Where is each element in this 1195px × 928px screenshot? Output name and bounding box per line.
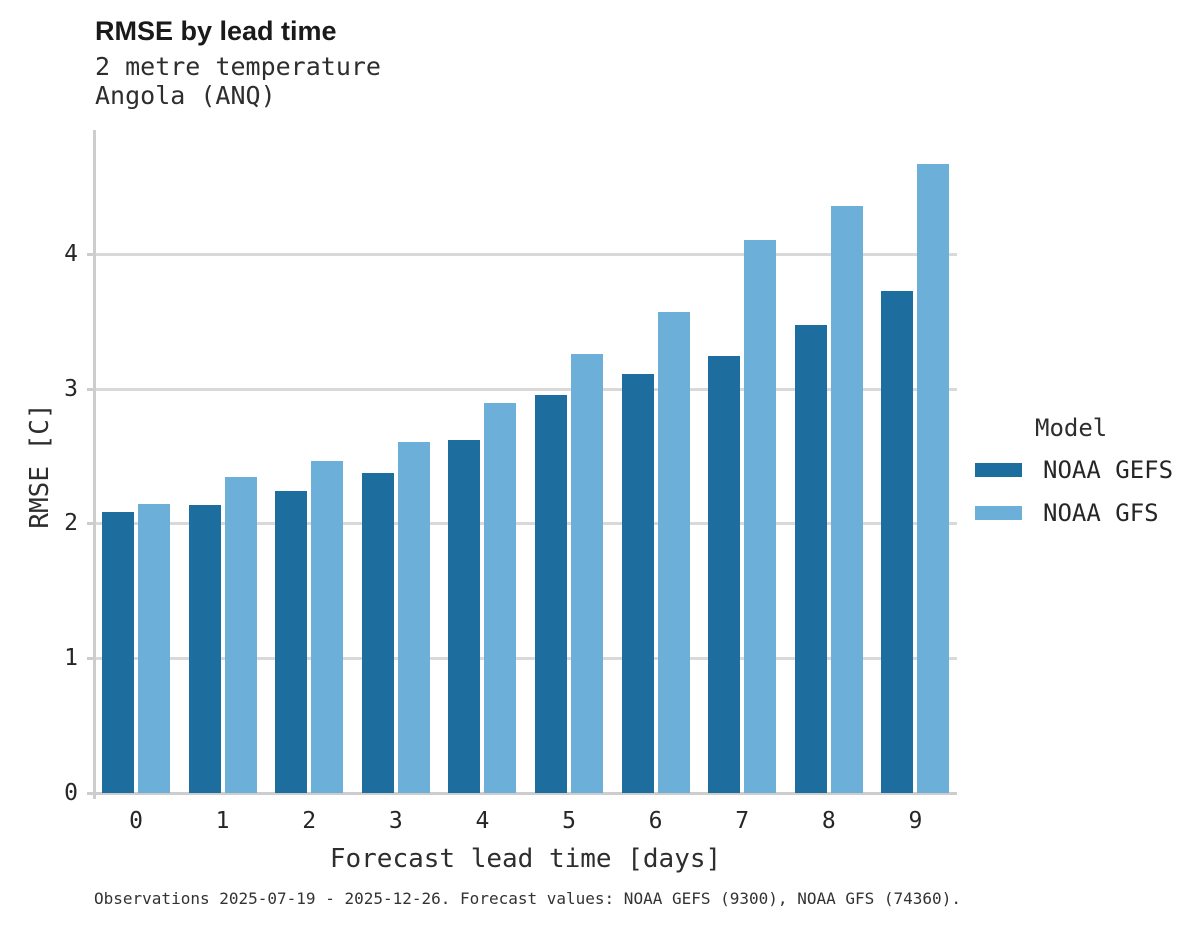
footer-caption: Observations 2025-07-19 - 2025-12-26. Fo… bbox=[94, 889, 961, 908]
y-axis-label: RMSE [C] bbox=[25, 403, 55, 529]
bar-noaa-gfs-day-7 bbox=[744, 239, 777, 793]
legend-swatch-noaa-gefs bbox=[975, 463, 1022, 477]
bar-noaa-gefs-day-3 bbox=[361, 472, 394, 793]
bar-noaa-gefs-day-7 bbox=[708, 355, 741, 793]
y-tick-mark-2 bbox=[87, 522, 94, 526]
x-tick-label-5: 5 bbox=[562, 808, 576, 834]
y-tick-label-3: 3 bbox=[64, 375, 78, 402]
bar-noaa-gfs-day-2 bbox=[311, 460, 344, 793]
x-tick-label-1: 1 bbox=[215, 808, 230, 834]
legend-label: NOAA GFS bbox=[1043, 499, 1159, 527]
x-tick-label-4: 4 bbox=[475, 808, 490, 834]
bar-noaa-gfs-day-4 bbox=[484, 402, 517, 793]
gridline-y-1 bbox=[94, 656, 957, 660]
gridline-y-3 bbox=[94, 387, 957, 391]
bar-noaa-gefs-day-1 bbox=[188, 504, 221, 793]
y-tick-mark-1 bbox=[87, 656, 94, 660]
y-tick-mark-0 bbox=[87, 791, 94, 795]
legend-row-noaa-gefs: NOAA GEFS bbox=[975, 456, 1173, 484]
y-axis-line bbox=[92, 130, 96, 799]
bar-noaa-gfs-day-5 bbox=[571, 354, 603, 793]
bar-noaa-gefs-day-5 bbox=[535, 394, 567, 793]
bar-noaa-gfs-day-0 bbox=[138, 503, 170, 793]
gridline-y-2 bbox=[94, 522, 957, 526]
y-tick-mark-3 bbox=[87, 387, 94, 391]
bar-noaa-gfs-day-6 bbox=[657, 312, 690, 793]
bar-noaa-gefs-day-6 bbox=[621, 374, 654, 793]
chart-title: RMSE by lead time bbox=[95, 16, 337, 46]
bar-noaa-gefs-day-9 bbox=[881, 290, 914, 793]
x-tick-label-9: 9 bbox=[908, 808, 923, 834]
bar-noaa-gefs-day-0 bbox=[102, 511, 134, 793]
bar-noaa-gefs-day-4 bbox=[448, 440, 481, 793]
y-tick-label-4: 4 bbox=[64, 241, 78, 268]
y-tick-mark-4 bbox=[87, 253, 94, 257]
x-axis-baseline bbox=[94, 791, 957, 795]
bar-noaa-gfs-day-8 bbox=[830, 206, 863, 793]
y-tick-label-1: 1 bbox=[64, 644, 78, 671]
legend-swatch-noaa-gfs bbox=[975, 506, 1022, 520]
bar-noaa-gefs-day-8 bbox=[794, 324, 827, 793]
legend-row-noaa-gfs: NOAA GFS bbox=[975, 499, 1173, 527]
y-tick-label-0: 0 bbox=[64, 779, 78, 806]
x-tick-label-6: 6 bbox=[648, 808, 663, 834]
chart-subtitle-location: Angola (ANQ) bbox=[95, 81, 276, 110]
x-tick-label-7: 7 bbox=[735, 808, 750, 834]
x-tick-label-3: 3 bbox=[388, 808, 403, 834]
gridline-y-4 bbox=[94, 253, 957, 257]
legend: Model NOAA GEFS NOAA GFS bbox=[975, 414, 1173, 542]
bar-noaa-gefs-day-2 bbox=[275, 491, 308, 793]
bar-noaa-gfs-day-9 bbox=[917, 164, 950, 793]
x-tick-label-0: 0 bbox=[129, 808, 143, 834]
legend-label: NOAA GEFS bbox=[1043, 456, 1174, 484]
x-tick-label-2: 2 bbox=[302, 808, 317, 834]
bar-noaa-gfs-day-1 bbox=[224, 476, 257, 793]
y-tick-label-2: 2 bbox=[64, 510, 78, 537]
chart-subtitle-variable: 2 metre temperature bbox=[95, 52, 381, 81]
x-axis-label: Forecast lead time [days] bbox=[329, 844, 722, 874]
bar-noaa-gfs-day-3 bbox=[397, 441, 430, 793]
legend-title: Model bbox=[1035, 414, 1108, 442]
x-tick-label-8: 8 bbox=[821, 808, 836, 834]
